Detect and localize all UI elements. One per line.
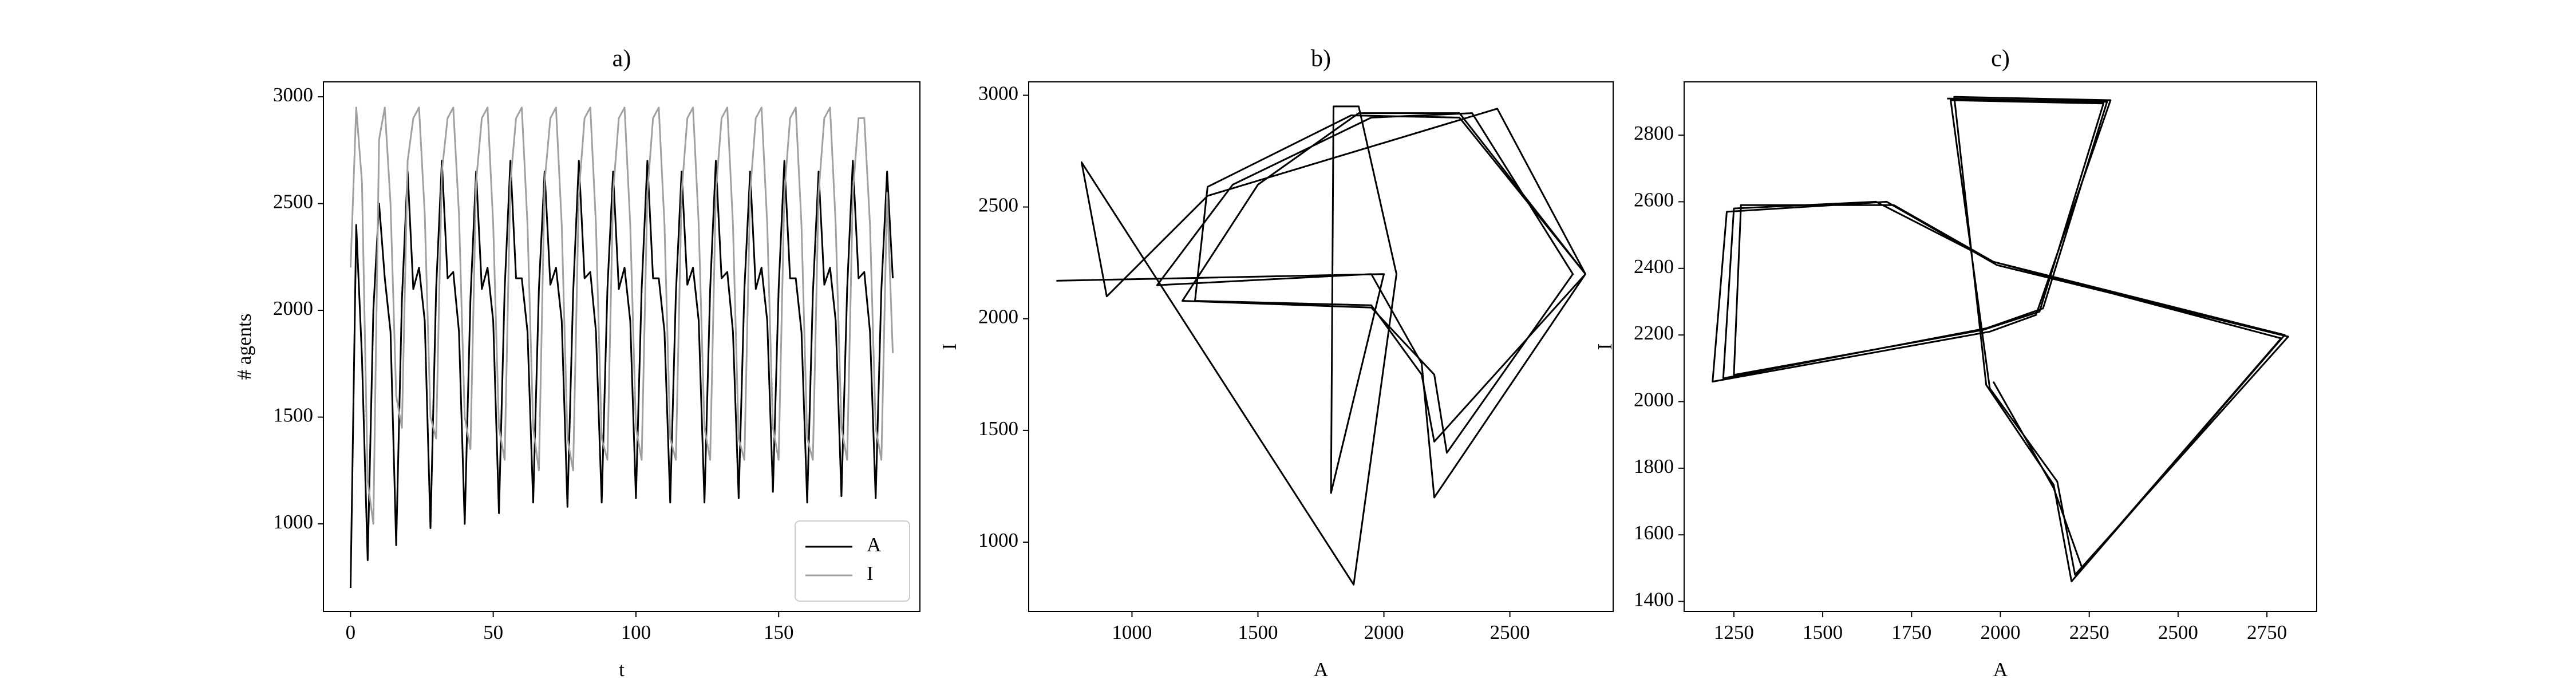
y-tick-label: 2600 xyxy=(1634,188,1674,211)
y-axis-label: I xyxy=(938,344,961,350)
chart-title: c) xyxy=(1991,46,2010,72)
x-tick-label: 100 xyxy=(621,621,651,643)
y-tick-label: 2000 xyxy=(978,306,1018,328)
y-tick-label: 3000 xyxy=(978,82,1018,104)
x-axis-label: A xyxy=(1314,658,1329,681)
legend-label: A xyxy=(867,534,882,556)
axes: a) t # agents 0 50 100 150 1000 1500 2000 2500 3000… xyxy=(233,46,920,681)
line xyxy=(1056,105,1587,586)
x-tick-label: 1750 xyxy=(1891,621,1931,643)
y-tick-label: 1800 xyxy=(1634,455,1674,477)
y-tick-label: 1500 xyxy=(978,417,1018,440)
x-tick-label: 1500 xyxy=(1803,621,1843,643)
x-tick-label: 150 xyxy=(764,621,794,643)
y-tick-label: 3000 xyxy=(273,84,313,106)
legend-label: I xyxy=(867,562,874,585)
y-tick-label: 2200 xyxy=(1634,322,1674,344)
x-tick-label: 1250 xyxy=(1714,621,1754,643)
axes: b) A I 1000 1500 2000 2500 1000 1500 2000 2500 3000 xyxy=(938,46,1614,681)
y-tick-label: 1600 xyxy=(1634,522,1674,544)
line xyxy=(349,106,894,525)
x-tick-label: 2000 xyxy=(1364,621,1404,643)
x-tick-label: 0 xyxy=(346,621,356,643)
axes-frame xyxy=(1684,81,2317,612)
x-tick-label: 50 xyxy=(483,621,503,643)
y-tick-label: 1500 xyxy=(273,404,313,427)
y-tick-label: 2400 xyxy=(1634,255,1674,278)
chart-title: a) xyxy=(613,46,631,72)
y-tick-label: 2500 xyxy=(978,194,1018,216)
y-tick-label: 2000 xyxy=(1634,389,1674,411)
y-tick-label: 1000 xyxy=(273,511,313,533)
axes-frame xyxy=(1028,81,1614,612)
x-tick-label: 1000 xyxy=(1112,621,1152,643)
axes-frame xyxy=(323,81,920,612)
chart-title: b) xyxy=(1311,46,1331,72)
y-tick-label: 2800 xyxy=(1634,122,1674,144)
y-tick-label: 1400 xyxy=(1634,589,1674,611)
x-tick-label: 2250 xyxy=(2069,621,2109,643)
x-tick-label: 2500 xyxy=(2158,621,2198,643)
x-axis-label: A xyxy=(1993,658,2008,681)
x-tick-label: 2000 xyxy=(1981,621,2021,643)
y-tick-label: 1000 xyxy=(978,529,1018,551)
y-axis-label: I xyxy=(1594,344,1616,350)
x-tick-label: 2750 xyxy=(2247,621,2287,643)
y-tick-label: 2500 xyxy=(273,191,313,213)
x-axis-label: t xyxy=(619,658,625,681)
line xyxy=(1712,96,2289,583)
y-axis-label: # agents xyxy=(233,314,255,380)
legend-box xyxy=(795,520,910,602)
x-tick-label: 2500 xyxy=(1490,621,1530,643)
legend: AI xyxy=(795,520,910,602)
y-tick-label: 2000 xyxy=(273,297,313,319)
axes: c) A I 1250 1500 1750 2000 2250 2500 2750 1400 1600… xyxy=(1594,46,2317,681)
x-tick-label: 1500 xyxy=(1238,621,1278,643)
